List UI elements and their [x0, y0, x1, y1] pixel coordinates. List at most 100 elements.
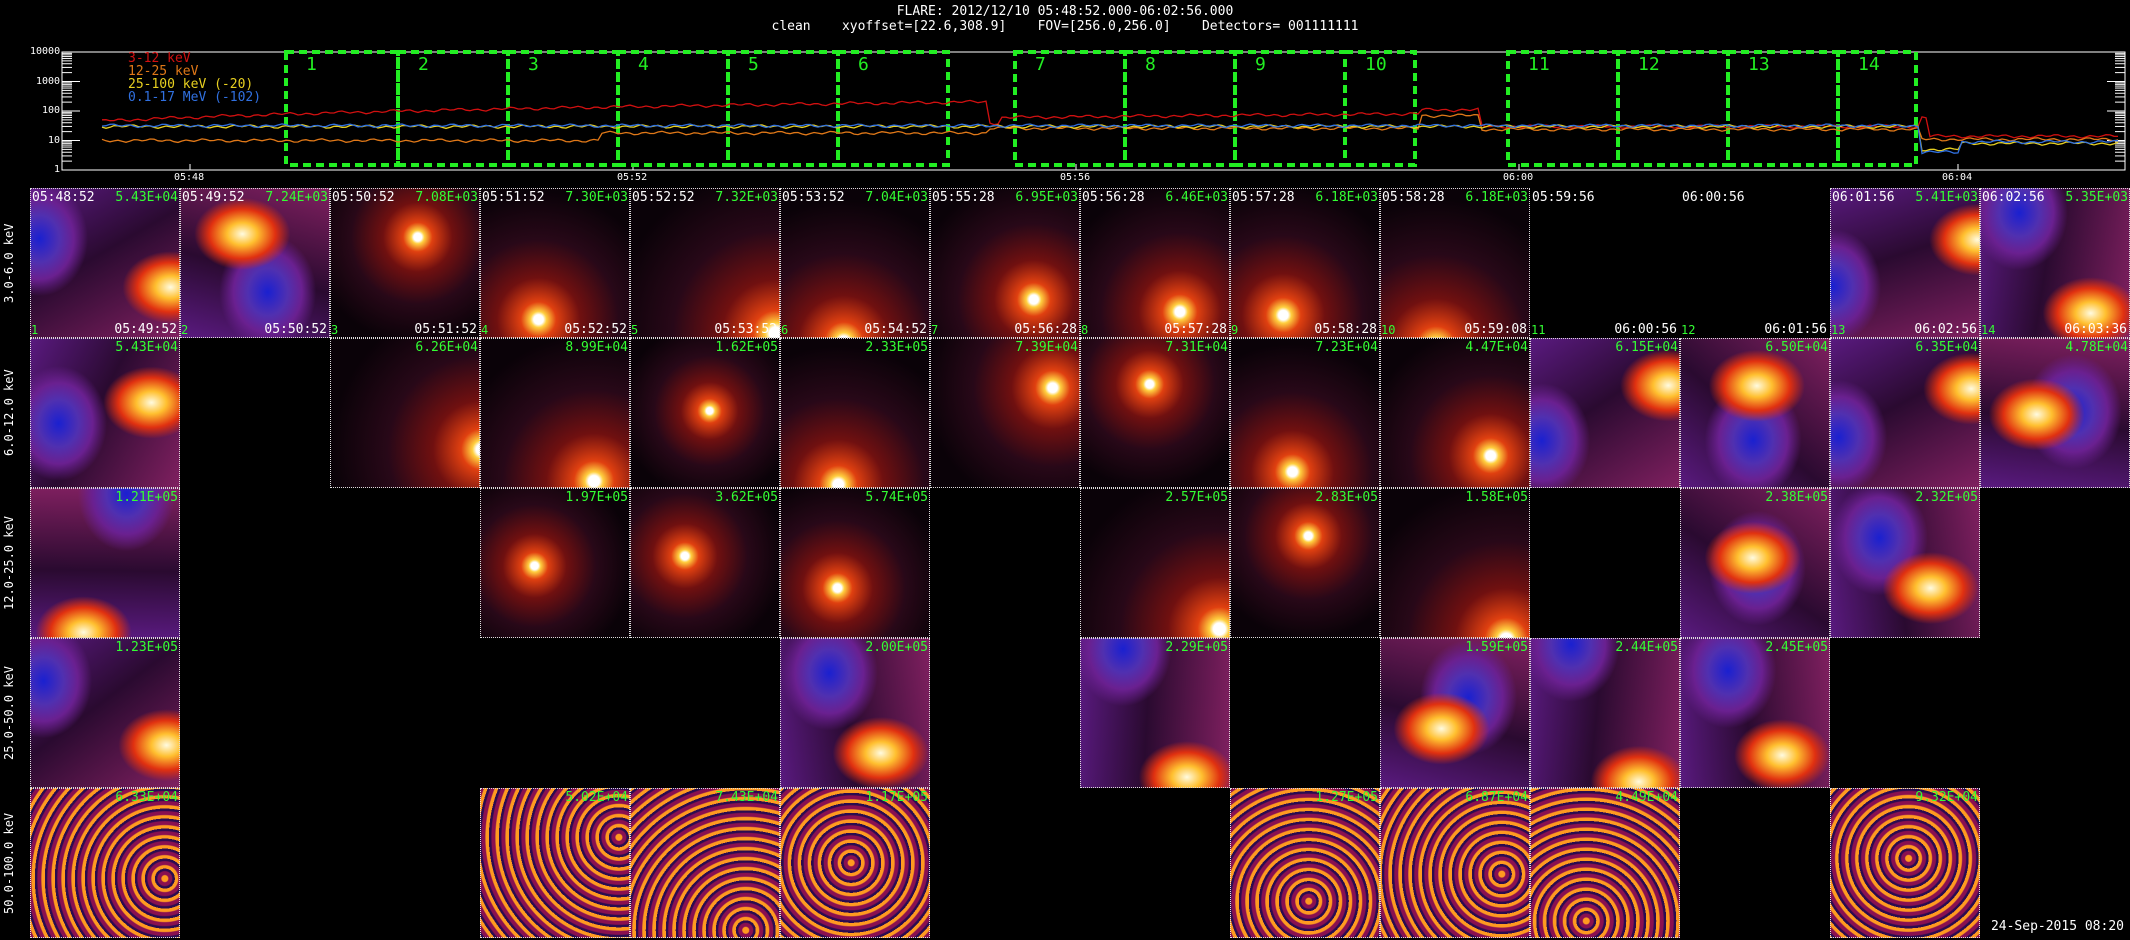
peak-flux-label: 7.43E+04: [715, 790, 778, 805]
peak-flux-label: 7.31E+04: [1165, 340, 1228, 355]
reconstructed-image: [1080, 488, 1230, 638]
energy-band-label: 12.0-25.0 keV: [2, 516, 16, 610]
cell-border: [780, 188, 930, 338]
interval-end-time: 05:57:28: [1164, 322, 1227, 337]
image-cell[interactable]: 2.83E+05: [1230, 488, 1380, 638]
image-cell[interactable]: 6.46E+03 05:56:28 05:57:28 8: [1080, 188, 1230, 338]
image-cell[interactable]: 1.27E+05: [1230, 788, 1380, 938]
peak-flux-label: 2.00E+05: [865, 640, 928, 655]
image-cell[interactable]: 5.35E+03 06:02:56 06:03:36 14: [1980, 188, 2130, 338]
image-cell[interactable]: 2.29E+05: [1080, 638, 1230, 788]
image-cell[interactable]: 9.32E+04: [1830, 788, 1980, 938]
image-cell[interactable]: 7.39E+04: [930, 338, 1080, 488]
image-cell[interactable]: 5.41E+03 06:01:56 06:02:56 13: [1830, 188, 1980, 338]
image-cell[interactable]: 6.26E+04: [330, 338, 480, 488]
cell-border: [1230, 788, 1380, 938]
interval-start-time: 05:55:28: [932, 190, 995, 205]
image-cell[interactable]: 1.58E+05: [1380, 488, 1530, 638]
reconstructed-image: [780, 788, 930, 938]
interval-start-time: 05:58:28: [1382, 190, 1445, 205]
cell-border: [1980, 188, 2130, 338]
image-cell[interactable]: 5.43E+04 05:48:52 05:49:52 1: [30, 188, 180, 338]
image-cell[interactable]: 6.87E+04: [1380, 788, 1530, 938]
image-cell[interactable]: 5.43E+04: [30, 338, 180, 488]
peak-flux-label: 8.99E+04: [565, 340, 628, 355]
interval-index: 14: [1981, 323, 1996, 337]
cell-border: [1830, 488, 1980, 638]
interval-end-time: 05:49:52: [114, 322, 177, 337]
image-cell[interactable]: 5.02E+04: [480, 788, 630, 938]
cell-border: [1380, 188, 1530, 338]
image-cell[interactable]: 7.08E+03 05:50:52 05:51:52 3: [330, 188, 480, 338]
image-cell[interactable]: 7.43E+04: [630, 788, 780, 938]
image-cell[interactable]: 8.99E+04: [480, 338, 630, 488]
interval-end-time: 05:52:52: [564, 322, 627, 337]
peak-flux-label: 4.47E+04: [1465, 340, 1528, 355]
image-cell[interactable]: 4.47E+04: [1380, 338, 1530, 488]
plot-header: FLARE: 2012/12/10 05:48:52.000-06:02:56.…: [0, 4, 2130, 34]
time-interval-box: [1616, 50, 1730, 167]
interval-number: 1: [306, 54, 317, 75]
image-cell[interactable]: 2.32E+05: [1830, 488, 1980, 638]
image-cell[interactable]: 7.31E+04: [1080, 338, 1230, 488]
image-cell[interactable]: 5.74E+05: [780, 488, 930, 638]
interval-end-time: 05:56:28: [1014, 322, 1077, 337]
image-cell[interactable]: 4.49E+04: [1530, 788, 1680, 938]
image-cell[interactable]: 1.21E+05: [30, 488, 180, 638]
interval-end-time: 06:02:56: [1914, 322, 1977, 337]
image-cell[interactable]: 6.15E+04: [1530, 338, 1680, 488]
image-cell[interactable]: 6.33E+04: [30, 788, 180, 938]
time-interval-box: [1506, 50, 1620, 167]
reconstructed-image: [1380, 788, 1530, 938]
peak-flux-label: 4.78E+04: [2065, 340, 2128, 355]
image-cell[interactable]: 1.59E+05: [1380, 638, 1530, 788]
cell-border: [630, 488, 780, 638]
energy-band-label: 3.0-6.0 keV: [2, 223, 16, 303]
image-cell[interactable]: 1.17E+05: [780, 788, 930, 938]
image-cell[interactable]: 1.23E+05: [30, 638, 180, 788]
interval-number: 12: [1638, 54, 1660, 75]
cell-border: [480, 488, 630, 638]
reconstructed-image: [180, 188, 330, 338]
image-cell[interactable]: 6.50E+04: [1680, 338, 1830, 488]
image-cell[interactable]: 2.44E+05: [1530, 638, 1680, 788]
image-cell[interactable]: 2.00E+05: [780, 638, 930, 788]
image-cell[interactable]: 6.35E+04: [1830, 338, 1980, 488]
image-cell[interactable]: 4.78E+04: [1980, 338, 2130, 488]
image-cell[interactable]: 6.18E+03 05:58:28 05:59:08 10: [1380, 188, 1530, 338]
image-cell[interactable]: 6.95E+03 05:55:28 05:56:28 7: [930, 188, 1080, 338]
peak-flux-label: 5.41E+03: [1915, 190, 1978, 205]
peak-flux-label: 7.08E+03: [415, 190, 478, 205]
interval-number: 8: [1145, 54, 1156, 75]
peak-flux-label: 2.38E+05: [1765, 490, 1828, 505]
image-cell[interactable]: 3.62E+05: [630, 488, 780, 638]
peak-flux-label: 7.24E+03: [265, 190, 328, 205]
image-cell[interactable]: 7.24E+03 05:49:52 05:50:52 2: [180, 188, 330, 338]
reconstructed-image: [480, 188, 630, 338]
reconstructed-image: [30, 788, 180, 938]
reconstructed-image: [1830, 488, 1980, 638]
peak-flux-label: 7.04E+03: [865, 190, 928, 205]
image-cell[interactable]: 1.97E+05: [480, 488, 630, 638]
image-cell[interactable]: 7.32E+03 05:52:52 05:53:52 5: [630, 188, 780, 338]
interval-start-time: 05:48:52: [32, 190, 95, 205]
image-cell[interactable]: 1.62E+05: [630, 338, 780, 488]
interval-start-time: 06:00:56: [1682, 190, 1745, 205]
image-cell[interactable]: 2.33E+05: [780, 338, 930, 488]
image-cell[interactable]: 2.38E+05: [1680, 488, 1830, 638]
image-cell[interactable]: 7.04E+03 05:53:52 05:54:52 6: [780, 188, 930, 338]
image-cell[interactable]: 2.57E+05: [1080, 488, 1230, 638]
image-cell[interactable]: 6.18E+03 05:57:28 05:58:28 9: [1230, 188, 1380, 338]
empty-image-cell: 06:00:56 06:01:56 12: [1680, 188, 1830, 338]
interval-end-time: 05:50:52: [264, 322, 327, 337]
image-cell[interactable]: 7.30E+03 05:51:52 05:52:52 4: [480, 188, 630, 338]
interval-start-time: 06:02:56: [1982, 190, 2045, 205]
image-cell[interactable]: 2.45E+05: [1680, 638, 1830, 788]
cell-border: [1530, 338, 1680, 488]
interval-index: 2: [181, 323, 189, 337]
x-tick-label: 05:56: [1060, 172, 1091, 183]
cell-border: [1080, 488, 1230, 638]
peak-flux-label: 1.23E+05: [115, 640, 178, 655]
image-cell[interactable]: 7.23E+04: [1230, 338, 1380, 488]
